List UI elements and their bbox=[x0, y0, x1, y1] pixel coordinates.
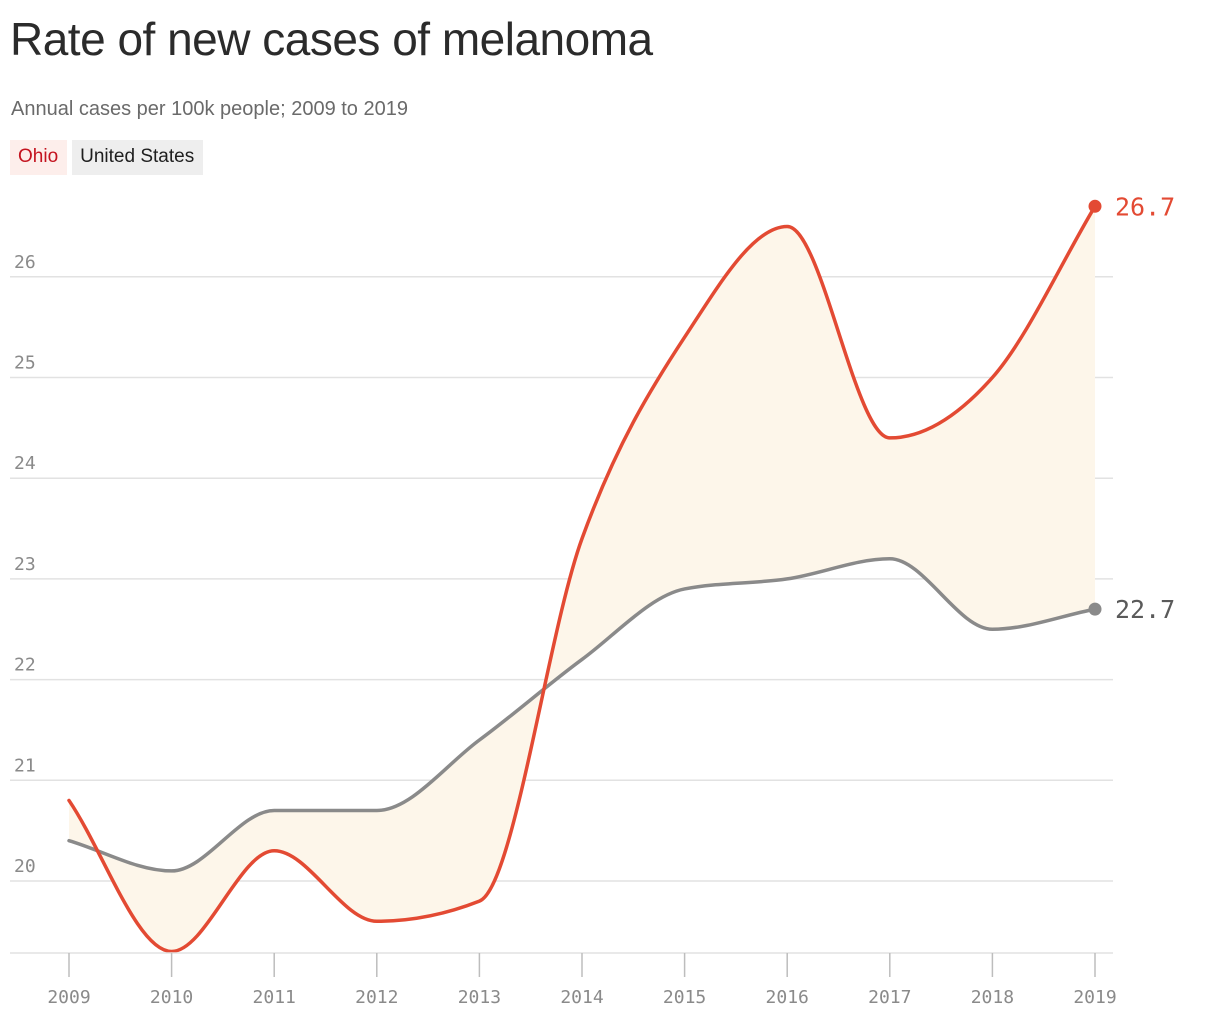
y-tick-label: 21 bbox=[14, 755, 36, 776]
legend: Ohio United States bbox=[10, 140, 204, 175]
legend-item-united-states: United States bbox=[72, 140, 204, 175]
end-label-united-states: 22.7 bbox=[1115, 595, 1175, 624]
y-tick-label: 26 bbox=[14, 252, 36, 273]
x-tick-label: 2017 bbox=[868, 987, 911, 1008]
x-tick-label: 2013 bbox=[458, 987, 501, 1008]
series-lines bbox=[67, 204, 1097, 954]
x-tick-label: 2014 bbox=[560, 987, 603, 1008]
end-point-united-states bbox=[1088, 602, 1102, 616]
y-tick-label: 23 bbox=[14, 554, 36, 575]
area-fill bbox=[69, 206, 1095, 952]
x-tick-label: 2019 bbox=[1073, 987, 1116, 1008]
y-tick-label: 24 bbox=[14, 453, 36, 474]
chart-title: Rate of new cases of melanoma bbox=[10, 13, 653, 65]
x-tick-label: 2016 bbox=[766, 987, 809, 1008]
end-labels: 26.7 22.7 bbox=[1088, 192, 1175, 624]
legend-item-ohio: Ohio bbox=[10, 140, 68, 175]
x-tick-label: 2009 bbox=[47, 987, 90, 1008]
x-tick-label: 2018 bbox=[971, 987, 1014, 1008]
end-label-ohio: 26.7 bbox=[1115, 192, 1175, 221]
series-line-ohio bbox=[67, 204, 1097, 954]
y-tick-label: 20 bbox=[14, 856, 36, 877]
area-between-series bbox=[69, 206, 1095, 952]
x-tick-label: 2010 bbox=[150, 987, 193, 1008]
y-tick-label: 22 bbox=[14, 655, 36, 676]
chart-subtitle: Annual cases per 100k people; 2009 to 20… bbox=[11, 98, 408, 120]
x-tick-label: 2011 bbox=[253, 987, 296, 1008]
x-tick-label: 2012 bbox=[355, 987, 398, 1008]
end-point-ohio bbox=[1088, 199, 1102, 213]
y-tick-label: 25 bbox=[14, 353, 36, 374]
x-tick-label: 2015 bbox=[663, 987, 706, 1008]
series-line-united-states bbox=[67, 557, 1097, 873]
axes: 2009 2010 2011 2012 2013 2014 2015 2016 2017 2018… bbox=[10, 952, 1117, 1008]
